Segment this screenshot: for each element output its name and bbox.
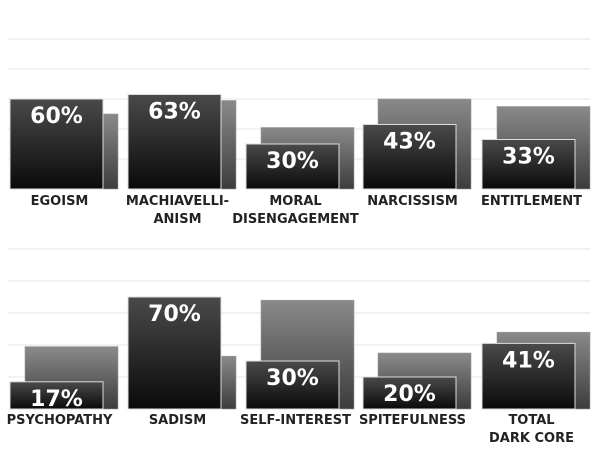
- category-label: MORAL: [269, 194, 321, 209]
- bar-group: 17%PSYCHOPATHY: [7, 346, 119, 428]
- data-label: 30%: [266, 149, 319, 174]
- front-bar: [127, 94, 222, 190]
- data-label: 33%: [502, 145, 555, 170]
- data-label: 60%: [30, 104, 83, 129]
- bar-group: 20% SPITEFULNESS: [359, 352, 472, 428]
- category-label: NARCISSISM: [367, 194, 458, 209]
- data-label: 20%: [383, 382, 436, 407]
- chart-panel-1: 60% EGOISM 63% MACHIAVELLI- ANISM 30% MORAL DIS…: [8, 38, 591, 227]
- category-label: ANISM: [153, 212, 201, 227]
- category-label: SADISM: [149, 413, 206, 428]
- category-label: DISENGAGEMENT: [232, 212, 359, 227]
- data-label: 63%: [148, 100, 201, 125]
- category-label: TOTAL: [508, 413, 554, 428]
- category-label: PSYCHOPATHY: [7, 413, 113, 428]
- bar-group: 60% EGOISM: [9, 98, 119, 209]
- data-label: 17%: [30, 387, 83, 412]
- front-bar: [481, 342, 576, 410]
- data-label: 70%: [148, 302, 201, 327]
- front-bar: [9, 98, 104, 190]
- data-label: 30%: [266, 366, 319, 391]
- bar-group: 43% NARCISSISM: [362, 98, 472, 209]
- front-bar: [481, 139, 576, 190]
- front-bar: [9, 381, 104, 410]
- category-label: ENTITLEMENT: [481, 194, 582, 209]
- data-label: 41%: [502, 348, 555, 373]
- bar-group: 41% TOTAL DARK CORE: [481, 331, 591, 446]
- category-label: MACHIAVELLI-: [126, 194, 229, 209]
- category-label: SELF-INTEREST: [240, 413, 351, 428]
- category-label: SPITEFULNESS: [359, 413, 466, 428]
- bar-group: 63% MACHIAVELLI- ANISM: [126, 94, 237, 227]
- chart-panel-2: 17%PSYCHOPATHY 70% SADISM 30% SELF-INTEREST 2…: [7, 248, 591, 446]
- bar-group: 30% SELF-INTEREST: [240, 299, 355, 428]
- category-label: DARK CORE: [489, 431, 574, 446]
- front-bar: [127, 296, 222, 410]
- category-label: EGOISM: [31, 194, 89, 209]
- bar-group: 30% MORAL DISENGAGEMENT: [232, 127, 359, 227]
- front-bar: [245, 360, 340, 410]
- front-bar: [362, 376, 457, 410]
- front-bar: [245, 143, 340, 190]
- bar-group: 33% ENTITLEMENT: [481, 106, 591, 209]
- front-bar: [362, 124, 457, 190]
- bar-group: 70% SADISM: [127, 296, 237, 428]
- data-label: 43%: [383, 130, 436, 155]
